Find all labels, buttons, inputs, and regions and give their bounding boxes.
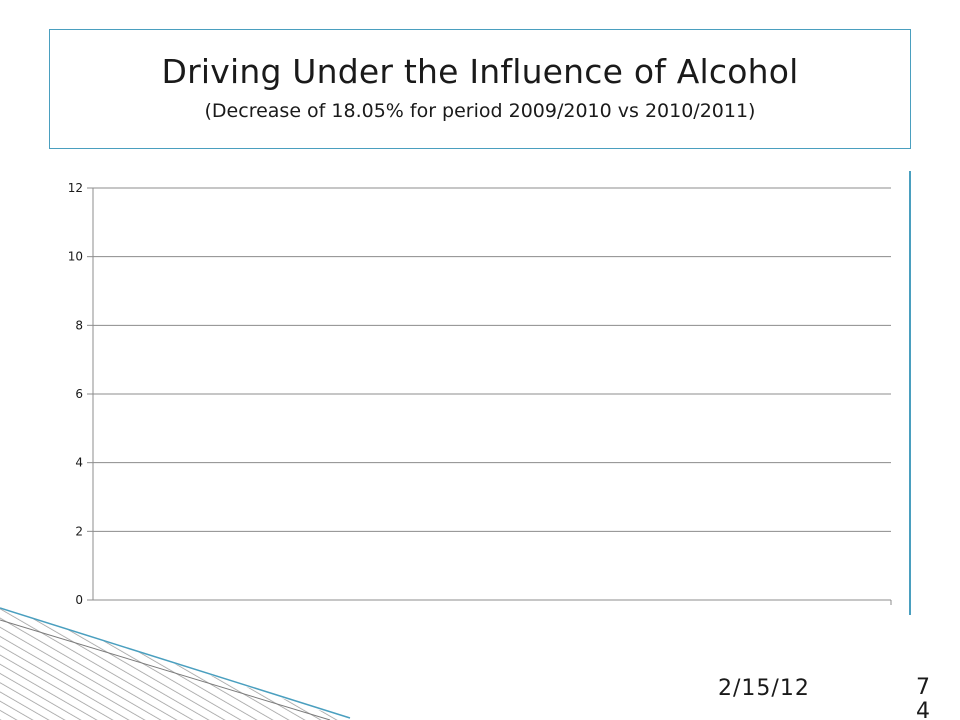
- slide-subtitle: (Decrease of 18.05% for period 2009/2010…: [204, 100, 756, 122]
- y-tick-label-6: 6: [75, 387, 83, 401]
- y-tick-label-12: 12: [68, 181, 83, 195]
- y-tick-label-10: 10: [68, 250, 83, 264]
- slide-page-number: 74: [916, 676, 930, 720]
- slide-title: Driving Under the Influence of Alcohol: [161, 52, 799, 91]
- title-box: Driving Under the Influence of Alcohol (…: [49, 29, 911, 149]
- y-tick-label-8: 8: [75, 318, 83, 332]
- y-tick-label-4: 4: [75, 456, 83, 470]
- slide-date: 2/15/12: [718, 676, 810, 701]
- corner-decoration: [0, 607, 351, 720]
- accent-divider: [909, 171, 911, 615]
- y-tick-label-2: 2: [75, 524, 83, 538]
- y-tick-label-0: 0: [75, 593, 83, 607]
